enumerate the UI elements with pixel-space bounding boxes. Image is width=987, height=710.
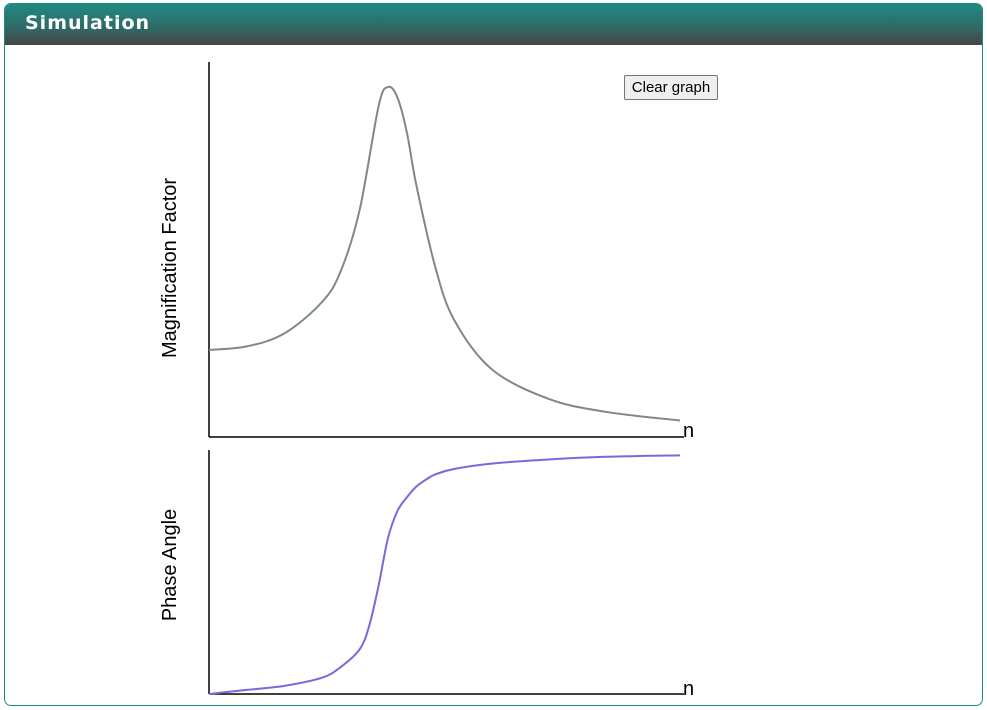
- simulation-panel: Simulation: [4, 3, 983, 706]
- magnification-chart: n Magnification Factor: [159, 62, 694, 442]
- magnification-x-label: n: [683, 420, 694, 442]
- panel-title: Simulation: [25, 12, 151, 34]
- magnification-y-label: Magnification Factor: [159, 178, 181, 358]
- phase-curve: [208, 454, 681, 695]
- clear-graph-button[interactable]: Clear graph: [624, 75, 718, 100]
- phase-y-label: Phase Angle: [159, 509, 181, 621]
- phase-chart: n Phase Angle: [159, 450, 694, 700]
- magnification-curve: [208, 85, 681, 422]
- phase-x-label: n: [683, 678, 694, 700]
- panel-header: Simulation: [5, 4, 982, 45]
